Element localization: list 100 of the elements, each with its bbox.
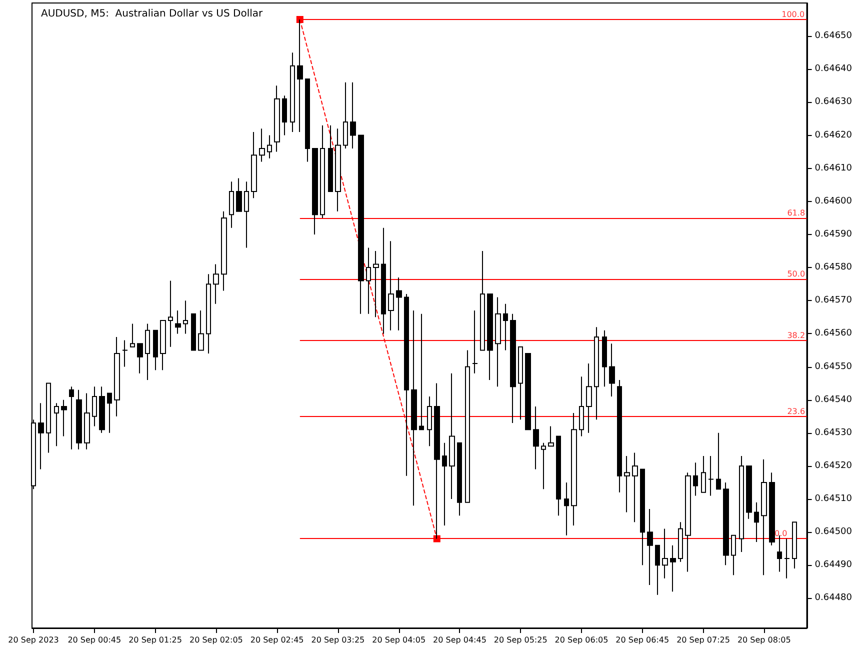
candlestick <box>556 436 561 516</box>
candlestick <box>670 544 676 592</box>
y-tick-label: 0.64480 <box>814 593 852 604</box>
candlestick <box>647 508 653 586</box>
candlestick <box>213 264 219 304</box>
candlestick <box>69 386 74 450</box>
candlestick <box>678 522 683 562</box>
candlestick <box>495 296 501 388</box>
candlestick <box>449 372 455 500</box>
candlestick <box>312 148 318 235</box>
candlestick <box>503 303 508 351</box>
x-tick-label: 20 Sep 04:05 <box>372 636 426 644</box>
candlestick <box>366 247 371 314</box>
annotation: 50.0 <box>787 270 806 279</box>
candlestick <box>784 538 790 579</box>
candlestick <box>274 85 280 152</box>
candlestick <box>84 392 90 450</box>
candlestick <box>221 210 227 292</box>
candlestick <box>206 274 211 354</box>
candlestick <box>754 502 759 543</box>
candlestick <box>723 482 729 566</box>
y-tick-label: 0.64600 <box>814 196 852 206</box>
annotation: 100.0 <box>782 10 805 20</box>
candlestick <box>731 534 736 576</box>
candlestick <box>472 310 478 374</box>
candlestick <box>525 353 531 430</box>
x-tick-label: 20 Sep 07:25 <box>676 636 730 644</box>
y-tick-label: 0.64630 <box>814 97 852 108</box>
x-tick-label: 20 Sep 00:45 <box>68 636 122 644</box>
candlestick <box>579 376 584 437</box>
candlestick <box>175 310 181 334</box>
candlestick <box>693 462 698 496</box>
candlestick <box>54 402 59 447</box>
candlestick <box>259 128 265 162</box>
candlestick <box>457 442 462 516</box>
candlestick <box>183 300 188 334</box>
candlestick <box>130 323 135 348</box>
candlestick <box>282 95 287 136</box>
x-tick-label: 20 Sep 03:25 <box>311 636 365 644</box>
candlestick <box>107 392 112 434</box>
annotation: 0.0 <box>774 529 788 538</box>
x-tick-label: 20 Sep 06:45 <box>616 636 670 644</box>
candlestick <box>792 522 797 569</box>
candlestick <box>510 313 516 424</box>
candlestick <box>716 432 721 490</box>
candlestick <box>761 458 767 576</box>
candlestick <box>685 472 691 572</box>
candlestick <box>290 52 295 132</box>
candlestick <box>701 456 706 493</box>
candlestick <box>487 294 493 380</box>
candlestick <box>419 313 424 430</box>
y-tick-label: 0.64490 <box>814 560 852 570</box>
candlestick <box>76 389 82 450</box>
y-tick-label: 0.64590 <box>814 229 852 240</box>
candlestick <box>122 340 128 368</box>
candlestick <box>480 250 485 351</box>
candlestick <box>739 456 744 552</box>
annotation: 23.6 <box>787 406 806 416</box>
y-tick-label: 0.64570 <box>814 296 852 306</box>
candlestick <box>609 343 615 398</box>
candlestick <box>145 323 150 380</box>
candlestick <box>388 240 394 331</box>
candlestick <box>708 456 714 496</box>
candlestick <box>267 134 272 159</box>
text: AUDUSD, M5: Australian Dollar vs US Dollar <box>41 8 264 20</box>
candlestick <box>541 442 546 490</box>
candlestick <box>533 406 539 470</box>
x-tick-label: 20 Sep 02:45 <box>250 636 304 644</box>
candlestick <box>548 426 554 447</box>
candlestick <box>586 362 592 434</box>
candlestick <box>198 310 204 351</box>
candlestick <box>655 544 660 596</box>
candlestick <box>92 386 97 427</box>
candlestick <box>427 396 432 447</box>
y-tick-label: 0.64510 <box>814 494 852 504</box>
candlestick <box>442 442 447 526</box>
candlestick <box>396 276 402 331</box>
candlestick <box>640 468 645 566</box>
candlestick <box>564 482 569 536</box>
x-tick-label: 20 Sep 01:25 <box>128 636 182 644</box>
candlestick <box>381 227 386 334</box>
x-tick-label: 20 Sep 2023 <box>8 636 59 644</box>
y-tick-label: 0.64550 <box>814 362 852 372</box>
y-tick-label: 0.64580 <box>814 262 852 273</box>
candlestick <box>373 250 379 318</box>
candlestick <box>160 320 166 371</box>
candlestick <box>343 82 348 150</box>
candlestick <box>328 124 333 192</box>
candlestick <box>358 134 364 314</box>
candlestick <box>662 528 668 579</box>
y-tick-label: 0.64650 <box>814 31 852 42</box>
annotation: 38.2 <box>787 330 806 340</box>
x-tick-label: 20 Sep 06:05 <box>554 636 608 644</box>
y-tick-label: 0.64530 <box>814 428 852 438</box>
candlestick <box>114 336 120 417</box>
candlestick <box>594 326 599 420</box>
candlestick <box>38 402 44 470</box>
candlestick <box>168 280 173 348</box>
candlestick <box>137 343 143 374</box>
y-tick-label: 0.64520 <box>814 460 852 471</box>
